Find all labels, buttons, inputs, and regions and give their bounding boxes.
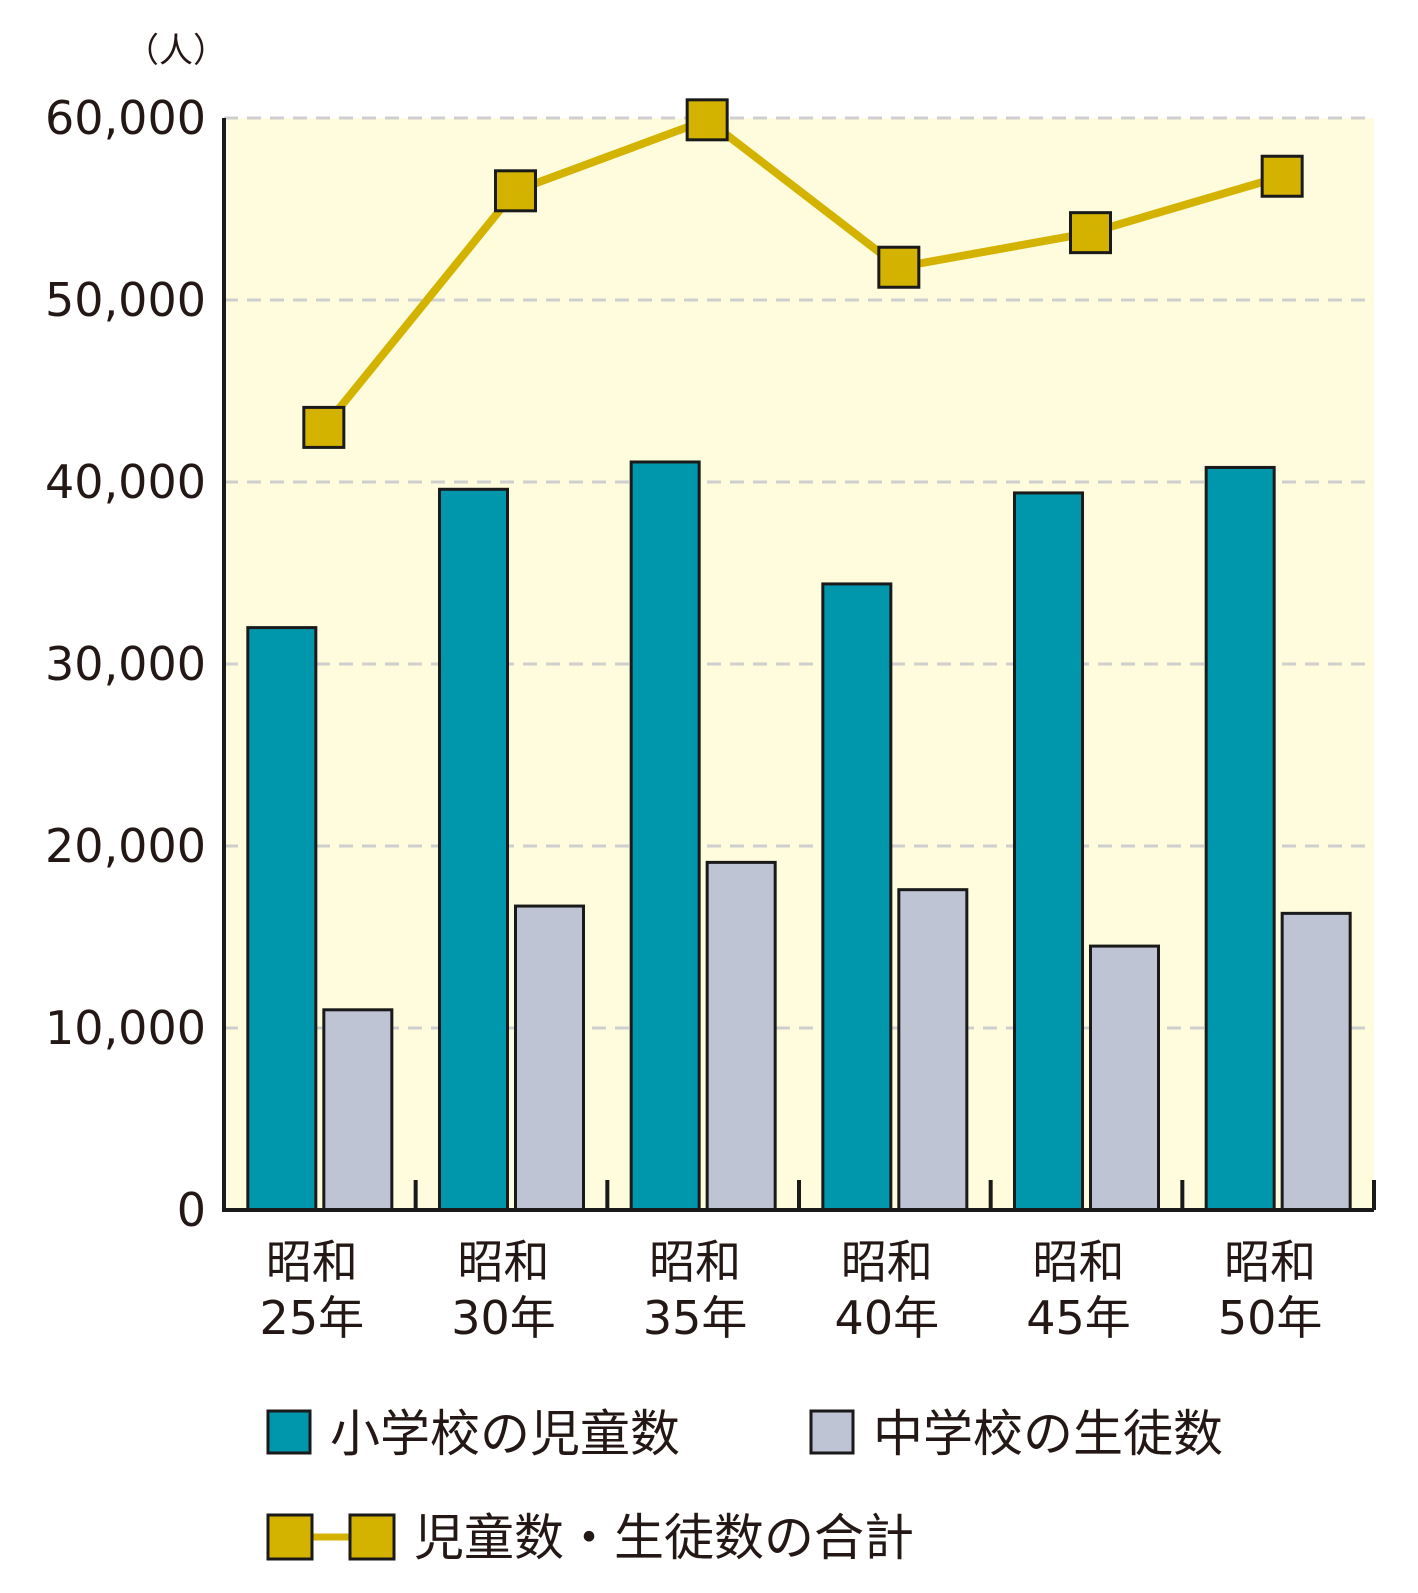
x-category-label: 昭和 45年 [1026,1235,1131,1345]
legend-item-elementary: 小学校の児童数 [266,1405,680,1463]
total-marker [494,169,537,213]
legend-marker-total-right [348,1513,396,1561]
legend-label-junior-high: 中学校の生徒数 [873,1405,1223,1463]
bar-elementary [1204,465,1276,1212]
total-marker [685,98,729,142]
grid-lines [224,116,1374,1030]
total-line [302,98,1304,449]
legend: 小学校の児童数 中学校の生徒数 児童数・生徒数の合計 [266,1405,1223,1567]
total-marker [1069,211,1112,255]
x-category-label: 昭和 25年 [260,1235,365,1345]
bar-junior-high [514,904,585,1212]
y-tick-label: 60,000 [45,91,206,145]
x-category-label: 昭和 30年 [451,1235,556,1345]
bar-junior-high [1280,911,1352,1212]
legend-label-elementary: 小学校の児童数 [330,1405,680,1463]
bar-elementary [246,626,318,1212]
total-marker [1260,154,1304,198]
y-tick-label: 10,000 [45,1001,206,1055]
legend-item-total: 児童数・生徒数の合計 [266,1509,914,1567]
legend-item-junior-high: 中学校の生徒数 [809,1405,1223,1463]
y-tick-label: 40,000 [45,455,206,509]
legend-swatch-elementary [266,1409,312,1455]
bar-junior-high [322,1008,394,1212]
y-tick-label: 0 [177,1183,206,1237]
bar-junior-high [897,888,969,1212]
bar-elementary [629,460,701,1212]
total-marker [877,245,921,289]
axes [222,118,1376,1212]
y-tick-labels: 0 10,000 20,000 30,000 40,000 50,000 60,000 [45,91,206,1237]
y-unit-label: （人） [125,31,227,71]
legend-label-total: 児童数・生徒数の合計 [414,1509,914,1567]
bar-elementary [1013,491,1084,1212]
bar-elementary [438,487,509,1212]
total-marker [302,405,346,449]
x-category-label: 昭和 50年 [1218,1235,1323,1345]
y-tick-label: 50,000 [45,273,206,327]
bar-junior-high [705,860,777,1212]
bars [246,460,1352,1212]
y-tick-label: 30,000 [45,637,206,691]
total-line-path [320,115,1284,430]
legend-marker-total-left [266,1513,314,1561]
bar-elementary [821,582,893,1212]
y-tick-label: 20,000 [45,819,206,873]
x-category-label: 昭和 35年 [643,1235,748,1345]
bar-junior-high [1089,944,1160,1212]
legend-swatch-junior-high [809,1409,855,1455]
x-category-label: 昭和 40年 [835,1235,940,1345]
